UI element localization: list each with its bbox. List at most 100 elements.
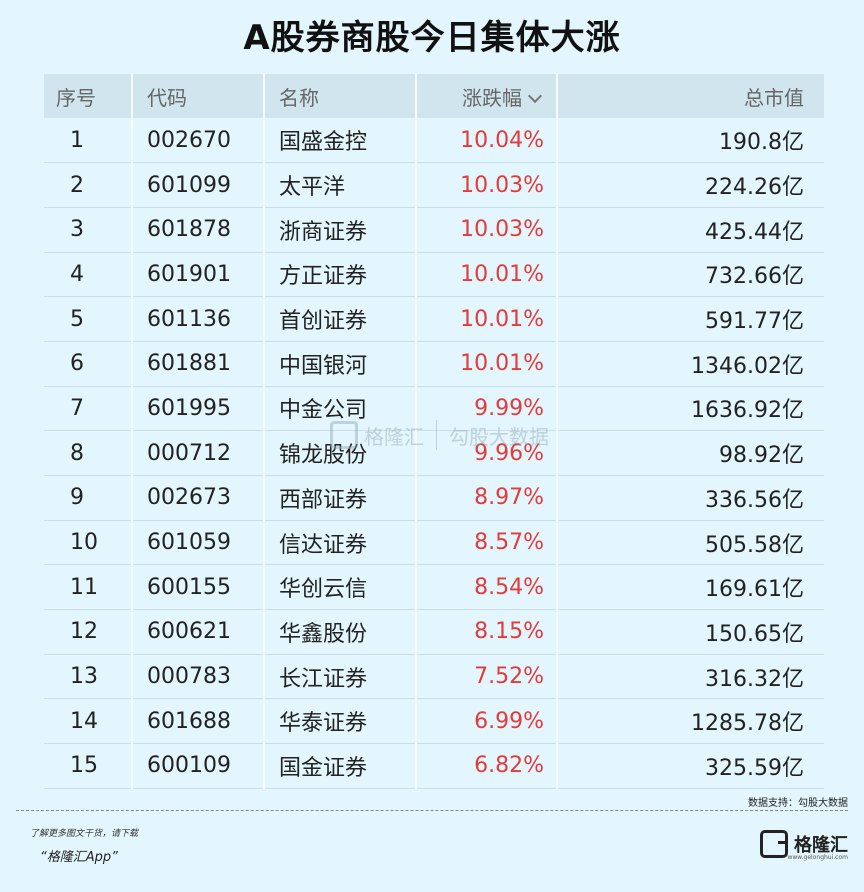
row-code: 601136 [132,296,265,342]
row-market-cap: 1346.02亿 [557,341,824,387]
row-code: 002670 [132,118,265,164]
row-rank: 11 [44,564,133,611]
row-market-cap: 336.56亿 [557,475,824,521]
row-code: 000783 [132,654,265,700]
row-change: 6.99% [416,698,558,745]
row-change: 8.97% [416,475,558,521]
table-row[interactable]: 15 600109 国金证券 6.82% 325.59亿 [44,743,824,789]
table-row[interactable]: 9 002673 西部证券 8.97% 336.56亿 [44,475,824,521]
row-code: 600621 [132,609,265,655]
table-row[interactable]: 5 601136 首创证券 10.01% 591.77亿 [44,296,824,342]
row-code: 601995 [132,386,265,432]
watermark-right: 勾股大数据 [449,424,549,449]
table-row[interactable]: 3 601878 浙商证券 10.03% 425.44亿 [44,207,824,253]
row-code: 601878 [132,207,265,253]
footer-line2: “格隆汇App” [40,850,118,865]
row-name: 国金证券 [264,743,417,789]
row-market-cap: 98.92亿 [557,430,824,476]
row-code: 000712 [132,430,265,476]
row-rank: 1 [44,118,133,164]
data-source: 数据支持：勾股大数据 [748,798,848,809]
row-code: 600109 [132,743,265,789]
stock-table-container: 序号 代码 名称 涨跌幅 总市值 1 002670 国盛金控 10.04% 190.8亿… [44,74,824,789]
table-body: 1 002670 国盛金控 10.04% 190.8亿 2 601099 太平洋 10.03% 2… [44,118,824,789]
row-name: 华创云信 [264,564,417,611]
header-market-cap[interactable]: 总市值 [744,85,804,110]
row-name: 国盛金控 [264,118,417,164]
chevron-down-icon [527,88,543,103]
row-market-cap: 169.61亿 [557,564,824,611]
row-market-cap: 1285.78亿 [557,698,824,745]
row-change: 9.99% [416,386,558,432]
row-name: 首创证券 [264,296,417,342]
row-rank: 3 [44,207,133,253]
row-code: 601901 [132,252,265,298]
table-row[interactable]: 2 601099 太平洋 10.03% 224.26亿 [44,162,824,208]
row-market-cap: 316.32亿 [557,654,824,700]
logo-text: 格隆汇 [794,835,848,856]
row-rank: 2 [44,162,133,208]
table-row[interactable]: 7 601995 中金公司 9.99% 1636.92亿 [44,386,824,432]
row-name: 华鑫股份 [264,609,417,655]
row-code: 601099 [132,162,265,208]
header-change-label: 涨跌幅 [462,85,522,110]
header-code[interactable]: 代码 [132,74,265,118]
table-row[interactable]: 11 600155 华创云信 8.54% 169.61亿 [44,564,824,611]
footer-line1: 了解更多图文干货，请下载 [30,829,139,839]
table-row[interactable]: 10 601059 信达证券 8.57% 505.58亿 [44,520,824,566]
header-name[interactable]: 名称 [264,74,417,118]
row-name: 信达证券 [264,520,417,566]
chart-title: A股券商股今日集体大涨 [243,18,621,58]
header-rank[interactable]: 序号 [44,74,133,118]
row-name: 方正证券 [264,252,417,298]
logo-url: www.gelonghui.com [787,854,848,861]
row-name: 中金公司 [264,386,417,432]
row-code: 601059 [132,520,265,566]
row-change: 8.15% [416,609,558,655]
row-code: 600155 [132,564,265,611]
row-rank: 7 [44,386,133,432]
table-row[interactable]: 1 002670 国盛金控 10.04% 190.8亿 [44,118,824,164]
table-row[interactable]: 12 600621 华鑫股份 8.15% 150.65亿 [44,609,824,655]
row-market-cap: 425.44亿 [557,207,824,253]
gelonghui-logo[interactable]: 格隆汇 www.gelonghui.com [760,830,848,861]
row-change: 7.52% [416,654,558,700]
row-rank: 4 [44,252,133,298]
row-rank: 6 [44,341,133,387]
row-code: 601881 [132,341,265,387]
row-rank: 5 [44,296,133,342]
row-market-cap: 224.26亿 [557,162,824,208]
row-market-cap: 190.8亿 [557,118,824,164]
row-change: 10.01% [416,252,558,298]
row-name: 中国银河 [264,341,417,387]
row-name: 长江证券 [264,654,417,700]
row-change: 10.03% [416,162,558,208]
row-code: 002673 [132,475,265,521]
row-change: 10.04% [416,118,558,164]
table-row[interactable]: 8 000712 锦龙股份 9.96% 98.92亿 [44,430,824,476]
row-rank: 10 [44,520,133,566]
row-market-cap: 325.59亿 [557,743,824,789]
footer-divider [16,810,848,811]
table-row[interactable]: 14 601688 华泰证券 6.99% 1285.78亿 [44,698,824,745]
row-name: 太平洋 [264,162,417,208]
table-row[interactable]: 6 601881 中国银河 10.01% 1346.02亿 [44,341,824,387]
row-market-cap: 591.77亿 [557,296,824,342]
table-row[interactable]: 4 601901 方正证券 10.01% 732.66亿 [44,252,824,298]
stock-table: 序号 代码 名称 涨跌幅 总市值 1 002670 国盛金控 10.04% 190.8亿… [44,74,824,789]
row-change: 9.96% [416,430,558,476]
row-rank: 9 [44,475,133,521]
row-rank: 8 [44,430,133,476]
row-change: 8.57% [416,520,558,566]
row-code: 601688 [132,698,265,745]
table-row[interactable]: 13 000783 长江证券 7.52% 316.32亿 [44,654,824,700]
row-rank: 13 [44,654,133,700]
watermark: 格隆汇 勾股大数据 [330,420,549,450]
row-change: 8.54% [416,564,558,611]
row-market-cap: 505.58亿 [557,520,824,566]
table-header-row: 序号 代码 名称 涨跌幅 总市值 [44,74,824,118]
header-change[interactable]: 涨跌幅 [416,74,558,118]
row-name: 西部证券 [264,475,417,521]
row-name: 浙商证券 [264,207,417,253]
row-market-cap: 1636.92亿 [557,386,824,432]
